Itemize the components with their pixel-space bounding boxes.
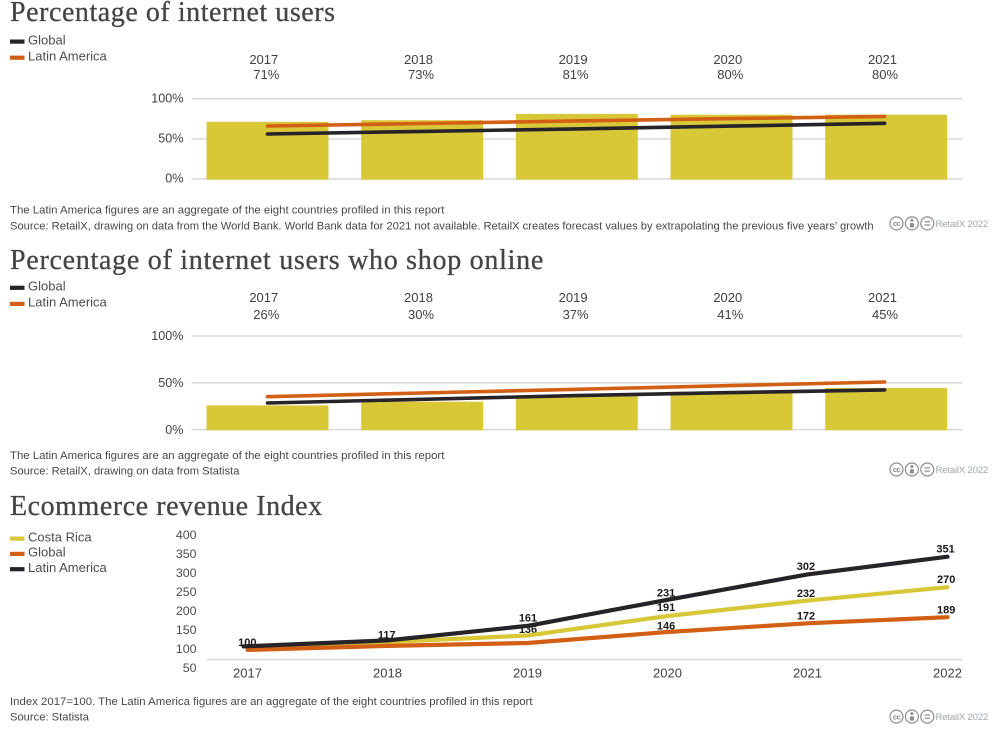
svg-text:Costa Rica: Costa Rica bbox=[28, 529, 92, 544]
svg-text:Latin America: Latin America bbox=[28, 295, 108, 310]
svg-text:Source: RetailX, drawing on da: Source: RetailX, drawing on data from th… bbox=[10, 221, 874, 233]
svg-text:2018: 2018 bbox=[373, 666, 402, 681]
svg-text:2017: 2017 bbox=[249, 52, 278, 67]
svg-text:RetailX 2022: RetailX 2022 bbox=[936, 465, 989, 476]
svg-text:30%: 30% bbox=[408, 307, 434, 322]
svg-text:2017: 2017 bbox=[249, 290, 278, 305]
svg-text:Global: Global bbox=[28, 545, 66, 560]
svg-text:73%: 73% bbox=[408, 67, 434, 82]
svg-text:2020: 2020 bbox=[653, 666, 682, 681]
svg-text:Index 2017=100. The Latin Amer: Index 2017=100. The Latin America figure… bbox=[10, 696, 533, 708]
svg-text:The Latin America figures are: The Latin America figures are an aggrega… bbox=[10, 205, 445, 217]
svg-text:189: 189 bbox=[937, 605, 955, 617]
svg-text:250: 250 bbox=[176, 585, 197, 599]
svg-text:41%: 41% bbox=[717, 307, 743, 322]
svg-text:270: 270 bbox=[937, 574, 955, 586]
svg-text:200: 200 bbox=[176, 604, 197, 618]
svg-text:100%: 100% bbox=[151, 91, 183, 105]
svg-text:37%: 37% bbox=[563, 307, 589, 322]
svg-text:100: 100 bbox=[176, 642, 197, 656]
svg-text:2021: 2021 bbox=[868, 290, 897, 305]
svg-text:100%: 100% bbox=[151, 329, 183, 343]
svg-text:2021: 2021 bbox=[868, 52, 897, 67]
svg-text:RetailX 2022: RetailX 2022 bbox=[936, 219, 989, 230]
svg-text:Source: Statista: Source: Statista bbox=[10, 712, 90, 724]
svg-text:80%: 80% bbox=[872, 67, 898, 82]
svg-text:146: 146 bbox=[657, 620, 675, 632]
svg-text:Global: Global bbox=[28, 32, 66, 47]
svg-text:Ecommerce revenue Index: Ecommerce revenue Index bbox=[10, 491, 323, 522]
svg-text:Latin America: Latin America bbox=[28, 48, 108, 63]
svg-text:161: 161 bbox=[519, 612, 537, 624]
svg-text:172: 172 bbox=[797, 611, 815, 623]
svg-text:2021: 2021 bbox=[793, 666, 822, 681]
svg-text:cc: cc bbox=[893, 219, 901, 228]
svg-text:351: 351 bbox=[936, 543, 954, 555]
svg-text:2018: 2018 bbox=[404, 52, 433, 67]
svg-text:Latin America: Latin America bbox=[28, 560, 108, 575]
svg-text:The Latin America figures are: The Latin America figures are an aggrega… bbox=[10, 450, 445, 462]
svg-text:300: 300 bbox=[176, 566, 197, 580]
svg-text:71%: 71% bbox=[253, 67, 279, 82]
svg-text:45%: 45% bbox=[872, 307, 898, 322]
svg-text:302: 302 bbox=[797, 561, 815, 573]
svg-text:2020: 2020 bbox=[713, 290, 742, 305]
svg-text:350: 350 bbox=[176, 547, 197, 561]
svg-text:150: 150 bbox=[176, 623, 197, 637]
svg-text:2020: 2020 bbox=[713, 52, 742, 67]
svg-text:80%: 80% bbox=[717, 67, 743, 82]
svg-text:0%: 0% bbox=[165, 172, 183, 186]
svg-text:191: 191 bbox=[657, 602, 675, 614]
svg-text:Global: Global bbox=[28, 279, 66, 294]
svg-text:81%: 81% bbox=[563, 67, 589, 82]
svg-text:2022: 2022 bbox=[933, 666, 962, 681]
svg-text:Percentage of internet users w: Percentage of internet users who shop on… bbox=[10, 245, 544, 276]
svg-text:cc: cc bbox=[893, 465, 901, 474]
svg-text:2019: 2019 bbox=[559, 52, 588, 67]
svg-text:50%: 50% bbox=[158, 132, 183, 146]
svg-text:Source: RetailX, drawing on da: Source: RetailX, drawing on data from St… bbox=[10, 466, 240, 478]
svg-text:2017: 2017 bbox=[233, 666, 262, 681]
svg-text:2019: 2019 bbox=[559, 290, 588, 305]
svg-text:RetailX 2022: RetailX 2022 bbox=[936, 712, 989, 723]
svg-text:cc: cc bbox=[893, 712, 901, 721]
svg-text:50%: 50% bbox=[158, 376, 183, 390]
svg-text:2018: 2018 bbox=[404, 290, 433, 305]
svg-text:232: 232 bbox=[797, 588, 815, 600]
svg-text:231: 231 bbox=[657, 587, 675, 599]
svg-text:26%: 26% bbox=[253, 307, 279, 322]
svg-text:2019: 2019 bbox=[513, 666, 542, 681]
svg-text:400: 400 bbox=[176, 528, 197, 542]
svg-text:0%: 0% bbox=[165, 423, 183, 437]
svg-text:50: 50 bbox=[183, 661, 197, 675]
svg-text:Percentage of internet users: Percentage of internet users bbox=[10, 0, 336, 28]
